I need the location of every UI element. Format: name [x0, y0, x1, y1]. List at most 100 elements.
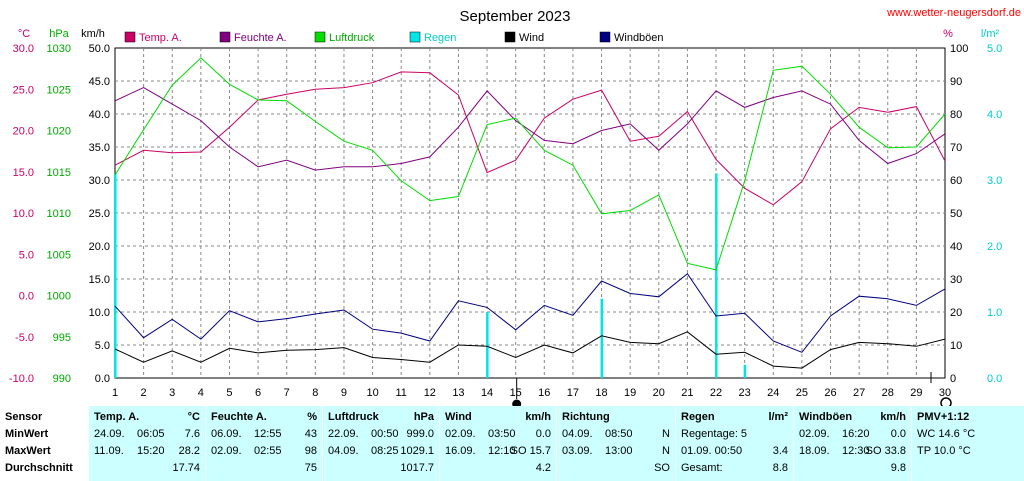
- x-tick-label: 30: [939, 387, 951, 399]
- temp-date: 11.09.: [94, 445, 124, 457]
- direction-date: 03.09.: [562, 445, 593, 457]
- temp-tick-label: 5.0: [19, 249, 34, 261]
- rain-column: Regen l/m² Regentage: 5 01.09. 00:50 3.4 Gesa…: [676, 406, 793, 481]
- temp-tick-label: -10.0: [9, 373, 34, 385]
- rain-tick-label: 0.0: [987, 373, 1002, 385]
- site-link[interactable]: www.wetter-neugersdorf.de: [886, 7, 1021, 19]
- x-tick-label: 1: [112, 387, 118, 399]
- rain-value: 3.4: [772, 445, 788, 457]
- humidity-tick-label: 40: [950, 241, 962, 253]
- x-tick-label: 27: [853, 387, 865, 399]
- wind-tick-label: 0.0: [95, 373, 110, 385]
- x-tick-label: 2: [141, 387, 147, 399]
- x-tick-label: 29: [910, 387, 922, 399]
- humidity-header: Feuchte A.: [211, 411, 267, 423]
- temp-value: 7.6: [184, 428, 200, 440]
- direction-value: SO: [654, 462, 670, 474]
- wind-time: 03:50: [488, 428, 516, 440]
- wind-row: 02.09. 03:50 0.0: [440, 426, 556, 443]
- pressure-tick-label: 1020: [47, 126, 71, 138]
- pressure-tick-label: 1010: [47, 208, 71, 220]
- x-tick-label: 15: [510, 387, 522, 399]
- pressure-tick-label: 995: [53, 332, 71, 344]
- wind-value: 4.2: [535, 462, 551, 474]
- pressure-time: 08:25: [371, 445, 399, 457]
- x-tick-label: 18: [595, 387, 607, 399]
- pressure-tick-label: 1015: [47, 167, 71, 179]
- series-lines: [114, 57, 946, 369]
- rain-tick-label: 5.0: [987, 43, 1002, 55]
- pressure-value: 1029.1: [400, 445, 434, 457]
- humidity-row: 02.09. 02:55 98: [206, 443, 322, 460]
- humidity-line: [114, 87, 946, 171]
- humidity-value: 75: [304, 462, 317, 474]
- pmv-value: WC 14.6 °C: [917, 428, 976, 440]
- temp-row: 17.74: [89, 460, 205, 477]
- pmv-header: PMV+1:12: [917, 411, 970, 423]
- direction-column: Richtung 04.09. 08:50 N 03.09. 13:00 N SO: [557, 406, 675, 481]
- humidity-tick-label: 80: [950, 109, 962, 121]
- temp-time: 15:20: [137, 445, 165, 457]
- wind-tick-label: 40.0: [89, 109, 110, 121]
- temp-date: 24.09.: [94, 428, 125, 440]
- max-row-label: MaxWert: [5, 445, 51, 457]
- gust-header: Windböen: [799, 411, 853, 423]
- rain-label: Regentage: 5: [681, 428, 748, 440]
- humidity-column: Feuchte A.% 06.09. 12:55 43 02.09. 02:55 98 75: [206, 406, 322, 481]
- rain-header: Regen: [681, 411, 715, 423]
- temp-tick-label: 30.0: [13, 43, 34, 55]
- rain-bars: [114, 173, 747, 378]
- pressure-header: Luftdruck: [328, 411, 379, 423]
- humidity-tick-label: 0: [950, 373, 956, 385]
- gust-column: Windböen km/h 02.09. 16:20 0.0 18.09. 12:30 SO …: [794, 406, 911, 481]
- rain-bar: [486, 312, 489, 378]
- statistics-table: Sensor MinWert MaxWert Durchschnitt Temp…: [0, 406, 1024, 481]
- rain-legend-swatch: [409, 31, 421, 43]
- humidity-tick-label: 60: [950, 175, 962, 187]
- pressure-value: 1017.7: [400, 462, 434, 474]
- humidity-date: 06.09.: [211, 428, 242, 440]
- humidity-tick-label: 30: [950, 274, 962, 286]
- wind-header: Wind: [445, 411, 472, 423]
- pressure-unit: hPa: [413, 411, 434, 423]
- pmv-row: TP 10.0 °C: [912, 443, 1024, 460]
- full-moon-icon: [512, 399, 522, 406]
- pressure-value: 999.0: [406, 428, 434, 440]
- humidity-value: 98: [304, 445, 317, 457]
- gust-value: SO 33.8: [865, 445, 906, 457]
- rain-bar: [743, 364, 747, 378]
- pressure-column: Luftdruck hPa 22.09. 00:50 999.0 04.09. 08:25 1…: [323, 406, 439, 481]
- temp-tick-label: 25.0: [13, 84, 34, 96]
- x-tick-label: 6: [255, 387, 261, 399]
- pmv-row: WC 14.6 °C: [912, 426, 1024, 443]
- gust-row: 18.09. 12:30 SO 33.8: [794, 443, 911, 460]
- temp-tick-label: 15.0: [13, 167, 34, 179]
- humidity-unit-label: %: [943, 28, 953, 40]
- temp-column: Temp. A. °C 24.09. 06:05 7.6 11.09. 15:20 28.2 1…: [89, 406, 205, 481]
- x-tick-label: 22: [710, 387, 722, 399]
- x-tick-label: 19: [624, 387, 636, 399]
- pressure-row: 22.09. 00:50 999.0: [323, 426, 439, 443]
- wind-tick-label: 45.0: [89, 76, 110, 88]
- x-tick-label: 17: [567, 387, 579, 399]
- rain-tick-label: 4.0: [987, 109, 1002, 121]
- direction-value: N: [662, 428, 670, 440]
- gust-time: 16:20: [842, 428, 870, 440]
- rain-legend-label: Regen: [424, 32, 456, 44]
- chart-title: September 2023: [460, 8, 571, 25]
- direction-row: SO: [557, 460, 675, 477]
- humidity-legend-label: Feuchte A.: [234, 32, 287, 44]
- x-tick-label: 14: [481, 387, 493, 399]
- temp-tick-label: 20.0: [13, 126, 34, 138]
- rain-row: Regentage: 5: [676, 426, 793, 443]
- gust-legend-label: Windböen: [614, 32, 664, 44]
- wind-row: 16.09. 12:10 SO 15.7: [440, 443, 556, 460]
- temp-row: 24.09. 06:05 7.6: [89, 426, 205, 443]
- temp-time: 06:05: [137, 428, 165, 440]
- temp-legend-label: Temp. A.: [139, 32, 182, 44]
- axes: 30.025.020.015.010.05.00.0-5.0-10.010301…: [9, 43, 1002, 399]
- rain-unit: l/m²: [768, 411, 788, 423]
- rain-label: 01.09. 00:50: [681, 445, 743, 457]
- x-tick-label: 25: [796, 387, 808, 399]
- wind-date: 16.09.: [445, 445, 476, 457]
